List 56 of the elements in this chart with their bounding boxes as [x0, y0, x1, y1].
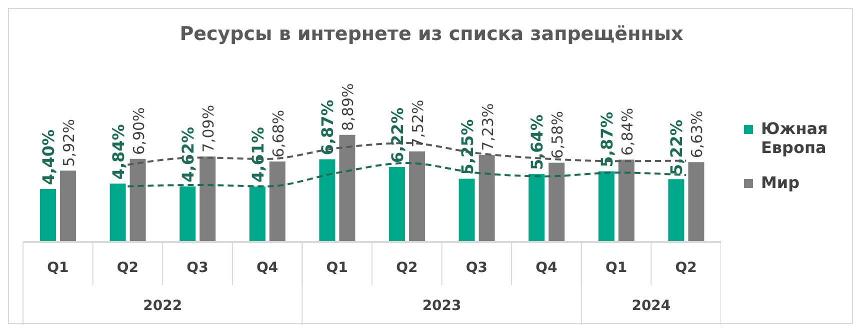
data-label: 4,61%: [248, 126, 268, 182]
bar: [528, 174, 545, 242]
bar: [60, 170, 76, 242]
data-label: 8,89%: [339, 83, 358, 131]
data-label: 5,92%: [60, 118, 78, 167]
data-label: 7,52%: [409, 100, 427, 148]
x-tick-label: Q2: [675, 260, 697, 276]
data-label: 6,63%: [688, 110, 706, 158]
data-label: 5,87%: [597, 112, 616, 168]
data-label: 6,22%: [388, 108, 407, 164]
bar: [688, 162, 704, 242]
bar: [548, 162, 565, 242]
x-tick-label: Q2: [396, 260, 418, 276]
x-tick-label: Q1: [605, 260, 628, 276]
data-label: 7,09%: [200, 104, 218, 153]
x-tick-label: Q4: [536, 260, 558, 276]
data-label: 4,40%: [39, 129, 58, 185]
legend-label: Южная Европа: [761, 119, 829, 157]
bar: [389, 167, 405, 242]
x-tick-label: Q1: [326, 260, 348, 276]
bar: [180, 186, 196, 242]
bar: [110, 184, 126, 242]
bar: [409, 151, 425, 242]
bar: [249, 186, 266, 242]
data-label: 6,58%: [548, 111, 567, 159]
data-label: 6,90%: [130, 107, 148, 155]
data-label: 6,68%: [269, 110, 288, 158]
data-label: 6,87%: [318, 100, 338, 156]
text: 2022: [143, 298, 182, 314]
x-tick-label: Q4: [256, 260, 278, 276]
x-tick-label: Q3: [466, 260, 488, 276]
legend-label: Мир: [761, 173, 800, 192]
x-tick-label: Q1: [47, 260, 69, 276]
data-label: 4,62%: [178, 126, 198, 182]
bar: [319, 159, 336, 242]
bar: [668, 179, 684, 242]
x-tick-label: Q2: [116, 260, 139, 276]
data-label: 4,84%: [108, 124, 128, 180]
bar: [130, 158, 146, 242]
data-label: 5,64%: [528, 114, 547, 170]
bar: [618, 160, 634, 242]
bar: [200, 156, 216, 242]
data-label: 5,25%: [458, 119, 477, 175]
bar: [339, 134, 356, 242]
text: 2024: [632, 298, 671, 314]
bar: [478, 154, 495, 242]
chart-title: Ресурсы в интернете из списка запрещённых: [178, 23, 684, 45]
x-tick-label: Q3: [186, 260, 208, 276]
text: 2023: [422, 298, 462, 314]
bar: [269, 161, 286, 242]
data-label: 6,84%: [618, 108, 636, 156]
data-label: 7,23%: [478, 103, 497, 151]
bar: [598, 171, 614, 242]
data-label: 5,22%: [667, 120, 686, 176]
bar: [40, 188, 56, 242]
bar: [458, 178, 475, 242]
